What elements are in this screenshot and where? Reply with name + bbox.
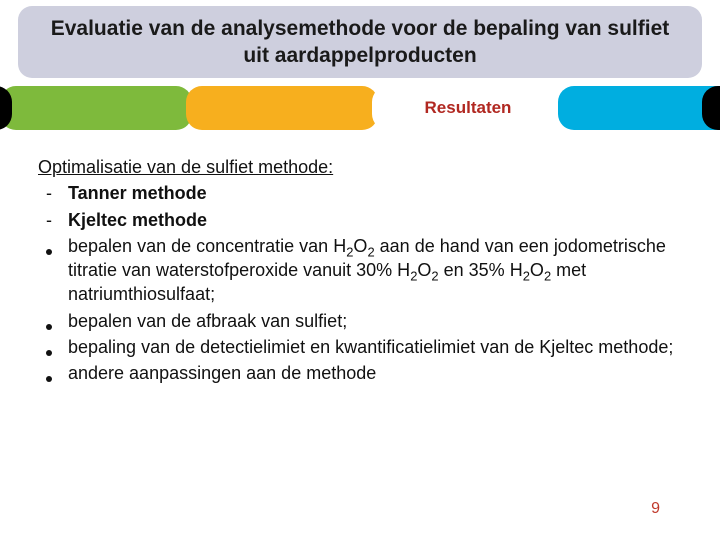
list-item-text: Tanner methode [68,181,682,205]
nav-pill-5 [702,86,720,130]
slide-title: Evaluatie van de analysemethode voor de … [38,15,682,70]
list-item: bepaling van de detectielimiet en kwanti… [38,335,682,359]
nav-pill-1 [186,86,378,130]
list-item-text: andere aanpassingen aan de methode [68,361,682,385]
content-heading: Optimalisatie van de sulfiet methode: [38,155,682,179]
nav-pill-0 [0,86,192,130]
slide: Evaluatie van de analysemethode voor de … [0,0,720,540]
pill-row: Resultaten [0,86,720,134]
bullet-icon [46,234,64,258]
list-item: -Tanner methode [38,181,682,205]
bullet-icon [46,335,64,359]
list-item: bepalen van de concentratie van H2O2 aan… [38,234,682,307]
list-item: bepalen van de afbraak van sulfiet; [38,309,682,333]
list-item-text: Kjeltec methode [68,208,682,232]
content-list: -Tanner methode-Kjeltec methodebepalen v… [38,181,682,385]
nav-pill-label: Resultaten [425,98,512,118]
list-item: -Kjeltec methode [38,208,682,232]
dash-icon: - [46,181,64,205]
list-item-text: bepaling van de detectielimiet en kwanti… [68,335,682,359]
dash-icon: - [46,208,64,232]
list-item-text: bepalen van de concentratie van H2O2 aan… [68,234,682,307]
content-area: Optimalisatie van de sulfiet methode: -T… [38,155,682,388]
nav-pill-3 [558,86,720,130]
title-bar: Evaluatie van de analysemethode voor de … [18,6,702,78]
list-item-text: bepalen van de afbraak van sulfiet; [68,309,682,333]
list-item: andere aanpassingen aan de methode [38,361,682,385]
page-number: 9 [651,500,660,518]
bullet-icon [46,309,64,333]
bullet-icon [46,361,64,385]
nav-pill-2: Resultaten [372,86,564,130]
